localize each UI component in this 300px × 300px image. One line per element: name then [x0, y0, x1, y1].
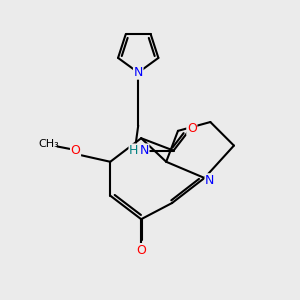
Text: N: N: [134, 66, 143, 79]
Text: N: N: [140, 144, 149, 157]
Text: H: H: [129, 144, 139, 157]
Text: N: N: [205, 174, 214, 187]
Text: O: O: [70, 144, 80, 158]
Text: CH₃: CH₃: [38, 139, 59, 148]
Text: O: O: [136, 244, 146, 256]
Text: O: O: [187, 122, 197, 135]
